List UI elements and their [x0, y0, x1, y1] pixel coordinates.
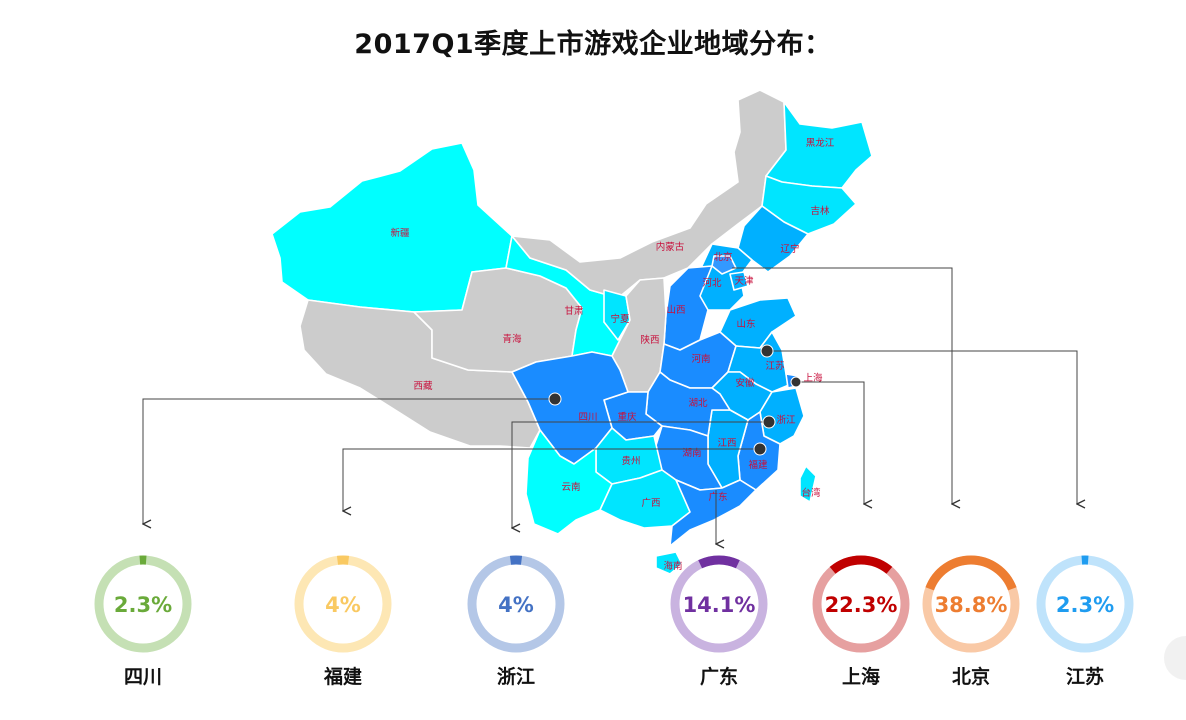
map-label-hunan: 湖南 [682, 447, 701, 459]
dot-jiangsu [760, 344, 774, 358]
map-label-ningxia: 宁夏 [610, 313, 630, 325]
map-label-shanxi: 山西 [666, 305, 685, 316]
donut-四川: 2.3% 四川 [94, 555, 192, 688]
donut-value-arc [698, 555, 740, 569]
map-label-guangxi: 广西 [641, 497, 660, 509]
connector-beijing [732, 267, 952, 504]
connector-shanghai [796, 381, 864, 504]
map-label-xizang: 西藏 [413, 380, 433, 392]
donut-江苏: 2.3% 江苏 [1036, 555, 1134, 688]
map-label-guangdong: 广东 [708, 491, 727, 503]
region-heilongjiang [759, 89, 873, 189]
map-label-sichuan: 四川 [578, 412, 597, 423]
map-label-qinghai: 青海 [502, 333, 522, 345]
region-tianjin [729, 271, 749, 291]
donut-percent-label: 14.1% [683, 593, 756, 617]
dot-shanghai [790, 376, 802, 388]
region-ningxia [603, 289, 631, 341]
map-label-henan: 河南 [691, 353, 710, 365]
connector-zhejiang [512, 421, 769, 528]
map-label-jiangsu: 江苏 [765, 360, 785, 372]
map-label-anhui: 安徽 [735, 377, 755, 389]
map-label-fujian: 福建 [748, 459, 768, 471]
donut-percent-label: 38.8% [935, 593, 1008, 617]
donut-category-label: 广东 [700, 665, 738, 688]
region-liaoning [737, 205, 809, 273]
donut-value-arc [925, 555, 1017, 591]
connector-fujian [343, 448, 760, 511]
map-label-taiwan: 台湾 [801, 487, 821, 499]
donut-category-label: 江苏 [1066, 665, 1104, 688]
donut-value-arc [829, 555, 893, 574]
donut-category-label: 浙江 [497, 665, 535, 688]
donut-北京: 38.8% 北京 [922, 555, 1020, 688]
map-label-xinjiang: 新疆 [390, 227, 410, 239]
dot-fujian [753, 442, 767, 456]
map-label-beijing: 北京 [713, 251, 732, 263]
map-label-guizhou: 贵州 [621, 455, 640, 467]
map-label-hainan: 海南 [663, 560, 682, 572]
donut-percent-label: 2.3% [1056, 593, 1114, 617]
connector-jiangsu [767, 350, 1077, 504]
map-label-liaoning: 辽宁 [780, 243, 799, 255]
donut-category-label: 四川 [124, 666, 162, 688]
donut-category-label: 福建 [323, 665, 362, 688]
map-label-shaanxi: 陕西 [640, 334, 659, 346]
donut-浙江: 4% 浙江 [467, 555, 565, 688]
connector-sichuan [143, 398, 555, 524]
map-label-yunnan: 云南 [561, 481, 580, 493]
map-label-heilongjiang: 黑龙江 [806, 137, 835, 149]
map-label-jilin: 吉林 [810, 205, 830, 217]
map-label-shandong: 山东 [736, 318, 755, 330]
donut-percent-label: 4% [498, 593, 534, 617]
map-label-neimenggu: 内蒙古 [656, 241, 685, 253]
donut-category-label: 上海 [842, 665, 880, 688]
donut-上海: 22.3% 上海 [812, 555, 910, 688]
region-guangdong [669, 479, 757, 547]
donut-category-label: 北京 [952, 665, 990, 688]
region-beijing [711, 255, 737, 275]
map-label-jiangxi: 江西 [717, 438, 736, 449]
region-hainan [655, 551, 683, 575]
decorative-shape [1164, 636, 1186, 680]
donut-广东: 14.1% 广东 [670, 555, 768, 688]
map-label-hubei: 湖北 [688, 398, 708, 409]
dot-sichuan [548, 392, 562, 406]
donut-percent-label: 4% [325, 593, 361, 617]
map-label-tianjin: 天津 [734, 276, 754, 287]
region-taiwan [799, 465, 817, 503]
map-label-chongqing: 重庆 [617, 411, 637, 423]
map-label-shanghai: 上海 [803, 372, 823, 384]
donut-percent-label: 2.3% [114, 593, 172, 617]
chart-title: 2017Q1季度上市游戏企业地域分布： [354, 29, 832, 60]
map-label-gansu: 甘肃 [564, 305, 583, 317]
map-label-zhejiang: 浙江 [776, 414, 796, 426]
dot-zhejiang [762, 415, 776, 429]
donut-percent-label: 22.3% [825, 593, 898, 617]
donut-福建: 4% 福建 [294, 555, 392, 688]
map-label-hebei: 河北 [702, 277, 722, 289]
